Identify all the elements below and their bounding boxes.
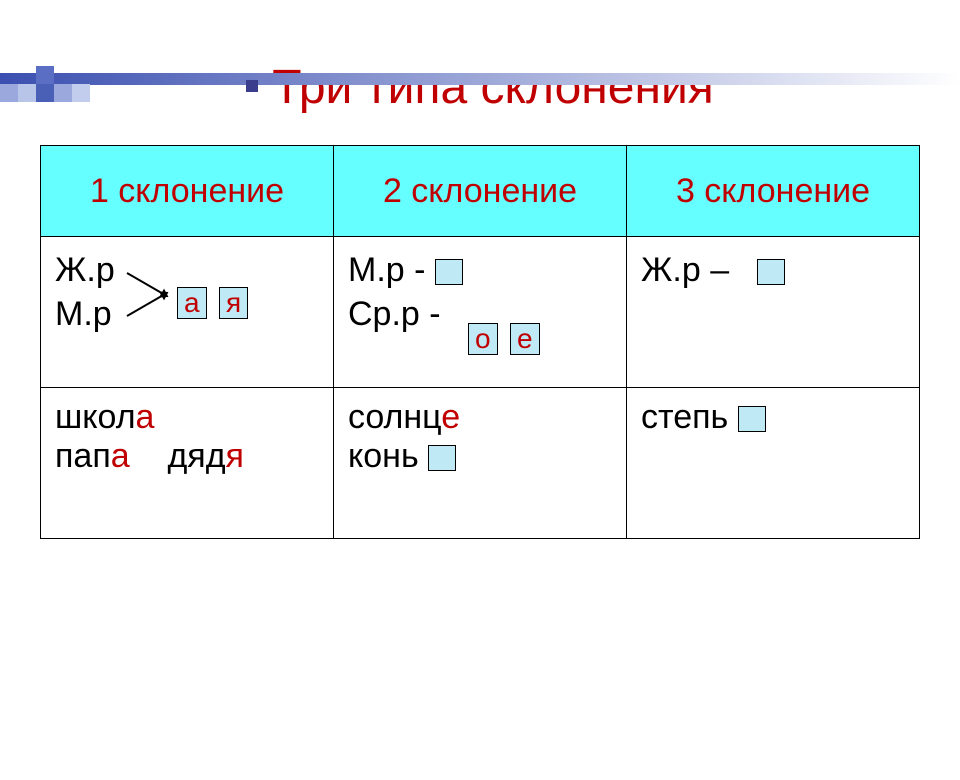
examples-cell-3: степь [627,388,920,539]
word-dyad-end: я [226,437,244,475]
gender-label-m2: М.р - [348,251,435,289]
col-header-1: 1 склонение [41,146,334,237]
empty-chip-1 [435,259,463,285]
gender-label-sr: Ср.р - [348,295,441,333]
ending-chip-o: о [468,323,498,355]
title-bullet [246,80,258,92]
word-kon: конь [348,437,419,475]
header-decoration [0,60,960,110]
rules-cell-3: Ж.р – [627,237,920,388]
examples-cell-1: школа папа дядя [41,388,334,539]
ending-chip-a: а [177,287,207,319]
word-shkol-end: а [136,398,155,436]
declension-table: 1 склонение 2 склонение 3 склонение Ж.р … [40,145,920,539]
word-solnts-end: е [441,398,460,436]
rules-cell-1: Ж.р М.р а я [41,237,334,388]
word-pap-end: а [111,437,130,475]
word-pap: пап [55,437,111,475]
gradient-bar [0,73,960,85]
examples-row: школа папа дядя солнце конь степь [41,388,920,539]
rules-row: Ж.р М.р а я М.р - Ср.р - о е [41,237,920,388]
gender-label-m: М.р [55,295,112,334]
header-row: 1 склонение 2 склонение 3 склонение [41,146,920,237]
word-solnts: солнц [348,398,441,436]
word-shkol: школ [55,398,136,436]
empty-chip-4 [738,406,766,432]
col-header-3: 3 склонение [627,146,920,237]
arrow-2 [127,294,164,317]
ending-chip-e: е [510,323,540,355]
ending-chip-ya: я [219,287,248,319]
gender-label-zh2: Ж.р – [641,251,729,289]
word-dyad: дяд [167,437,225,475]
col-header-2: 2 склонение [334,146,627,237]
examples-cell-2: солнце конь [334,388,627,539]
gender-label-zh: Ж.р [55,251,115,290]
empty-chip-3 [428,445,456,471]
empty-chip-2 [757,259,785,285]
word-step: степь [641,398,728,436]
rules-cell-2: М.р - Ср.р - о е [334,237,627,388]
